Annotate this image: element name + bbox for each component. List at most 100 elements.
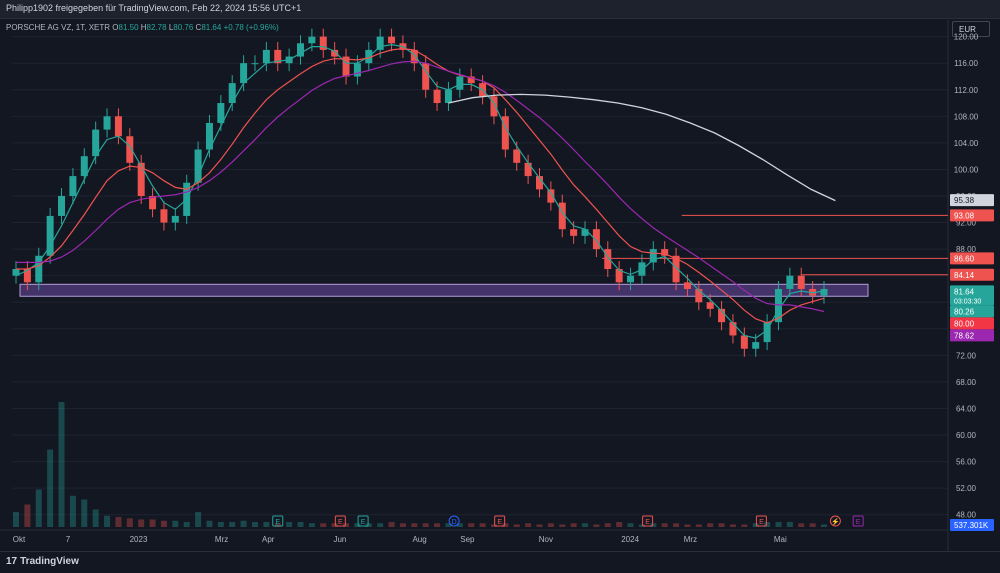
candlestick[interactable] [205,122,213,150]
candlestick[interactable] [46,215,54,256]
candlestick[interactable] [718,308,726,323]
candlestick[interactable] [661,249,669,256]
candlestick[interactable] [353,63,361,77]
candlestick[interactable] [672,255,680,283]
candlestick[interactable] [490,96,498,117]
volume-bar [752,523,759,527]
tradingview-logo-mark: 17 [6,556,18,567]
candlestick[interactable] [786,275,794,289]
candlestick[interactable] [103,116,111,130]
volume-bar [388,522,395,527]
candlestick[interactable] [809,288,817,296]
split-marker[interactable] [829,515,841,527]
candlestick[interactable] [627,275,635,283]
earnings-marker[interactable] [334,515,346,527]
currency-selector[interactable]: EUR [952,21,990,37]
candlestick[interactable] [729,322,737,336]
x-tick-label: Apr [262,535,275,544]
candlestick[interactable] [774,288,782,323]
candlestick[interactable] [422,63,430,90]
earnings-marker[interactable] [494,515,506,527]
candlestick[interactable] [615,269,623,283]
candlestick[interactable] [683,282,691,289]
candlestick[interactable] [410,49,418,64]
candlestick[interactable] [297,43,305,57]
candlestick[interactable] [262,49,270,64]
candlestick[interactable] [433,89,441,104]
earnings-marker[interactable] [357,515,369,527]
candlestick[interactable] [797,275,805,289]
candlestick[interactable] [763,322,771,343]
volume-bar [195,512,202,527]
close-value: 81.64 [201,23,222,32]
candlestick[interactable] [752,342,760,349]
candlestick[interactable] [331,49,339,57]
candlestick[interactable] [376,36,384,50]
candlestick[interactable] [649,249,657,263]
y-tick-label: 104.00 [954,139,979,148]
candlestick[interactable] [513,149,521,163]
candlestick[interactable] [342,56,350,77]
candlestick[interactable] [228,83,236,104]
candlestick[interactable] [69,176,77,196]
candlestick[interactable] [274,49,282,64]
candlestick[interactable] [388,36,396,44]
candlestick[interactable] [251,63,259,65]
candlestick[interactable] [92,129,100,157]
y-tick-label: 100.00 [954,165,979,174]
candlestick[interactable] [547,189,555,203]
tradingview-logo[interactable]: 17 TradingView [6,556,79,567]
symbol-legend[interactable]: PORSCHE AG VZ, 1T, XETR O81.50 H82.78 L8… [6,23,279,32]
candlestick[interactable] [12,269,20,276]
candlestick[interactable] [467,76,475,84]
candlestick[interactable] [592,229,600,250]
ma-fast-line[interactable] [15,43,825,339]
volume-bar [570,523,577,527]
candlestick[interactable] [524,162,532,177]
ma-slow-line[interactable] [16,60,825,313]
volume-bar [251,522,258,527]
candlestick[interactable] [137,162,145,196]
earnings-marker[interactable] [642,515,654,527]
candlestick[interactable] [240,63,248,84]
candlestick[interactable] [23,269,31,283]
volume-bar [160,520,167,527]
earnings-marker[interactable] [852,515,864,527]
candlestick[interactable] [308,36,316,44]
volume-bar [434,523,441,527]
candlestick[interactable] [217,103,225,123]
price-label-text: 78.62 [954,331,975,340]
candlestick[interactable] [126,136,134,163]
candlestick[interactable] [456,76,464,90]
candlestick[interactable] [706,302,714,309]
candlestick[interactable] [501,116,509,150]
candlestick[interactable] [558,202,566,230]
candlestick[interactable] [35,255,43,283]
support-zone[interactable] [19,283,869,297]
candlestick[interactable] [570,229,578,236]
candlestick[interactable] [695,288,703,303]
candlestick[interactable] [740,335,748,349]
dividend-marker[interactable] [448,515,460,527]
candlestick[interactable] [444,89,452,104]
candlestick[interactable] [319,36,327,50]
price-chart[interactable]: 120.00116.00112.00108.00104.00100.0096.0… [0,0,1000,551]
ma-long-line[interactable] [448,93,836,202]
ma-mid-line[interactable] [16,47,825,324]
candlestick[interactable] [194,149,202,183]
candlestick[interactable] [581,229,589,236]
earnings-marker[interactable] [755,515,767,527]
candlestick[interactable] [80,156,88,177]
candlestick[interactable] [820,288,828,296]
change-value: +0.78 (+0.96%) [223,23,279,32]
candlestick[interactable] [114,116,122,137]
candlestick[interactable] [171,215,179,223]
candlestick[interactable] [160,209,168,223]
candlestick[interactable] [149,196,157,210]
y-tick-label: 64.00 [956,404,977,413]
earnings-marker[interactable] [272,515,284,527]
candlestick[interactable] [535,176,543,190]
candlestick[interactable] [604,249,612,270]
candlestick[interactable] [58,196,66,216]
y-tick-label: 48.00 [956,511,977,520]
